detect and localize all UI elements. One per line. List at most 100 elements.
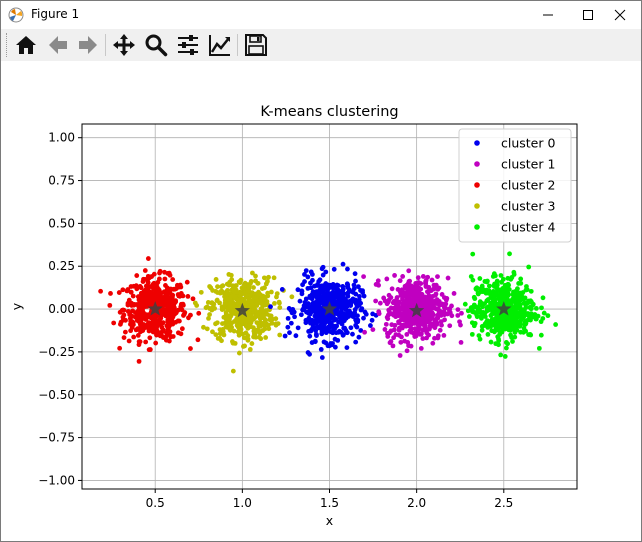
title-bar[interactable]: Figure 1 — [1, 1, 641, 29]
series-cluster-3 — [192, 270, 295, 374]
data-point — [241, 290, 247, 296]
data-point — [508, 314, 513, 320]
data-point — [361, 315, 366, 321]
save-button[interactable] — [243, 32, 269, 58]
data-point — [445, 275, 451, 281]
data-point — [270, 316, 275, 322]
data-point — [426, 293, 432, 298]
data-point — [420, 336, 426, 341]
data-point — [313, 303, 319, 309]
data-point — [310, 325, 316, 331]
data-point — [465, 308, 471, 314]
data-point — [423, 283, 429, 288]
data-point — [503, 340, 509, 345]
data-point — [410, 316, 416, 322]
scatter-plot[interactable]: 0.5 1.0 1.5 2.0 2.5 1.00 0.75 0.50 0.25 0.00 −0.25… — [1, 61, 641, 541]
data-point — [502, 354, 508, 359]
data-point — [325, 282, 331, 288]
data-point — [402, 285, 408, 291]
data-point — [348, 325, 354, 331]
y-tick-label: −0.50 — [38, 388, 75, 402]
axes-button[interactable] — [207, 32, 233, 58]
data-point — [230, 339, 235, 344]
data-point — [130, 293, 136, 299]
home-button[interactable] — [13, 32, 39, 58]
data-point — [260, 303, 266, 309]
data-point — [458, 340, 464, 345]
data-point — [413, 280, 419, 286]
legend-label: cluster 1 — [501, 157, 555, 172]
data-point — [507, 251, 512, 257]
x-tick-label: 1.5 — [320, 496, 339, 510]
maximize-button[interactable] — [565, 1, 611, 29]
data-point — [164, 285, 170, 291]
data-point — [421, 309, 427, 314]
data-point — [305, 274, 311, 280]
data-point — [116, 290, 122, 295]
data-point — [238, 326, 244, 332]
subplots-button[interactable] — [175, 32, 201, 58]
data-point — [521, 325, 527, 331]
figure-canvas[interactable]: 0.5 1.0 1.5 2.0 2.5 1.00 0.75 0.50 0.25 0.00 −0.25… — [1, 61, 641, 541]
forward-button[interactable] — [75, 32, 101, 58]
data-point — [447, 310, 453, 315]
data-point — [477, 302, 483, 307]
close-button[interactable] — [597, 1, 642, 29]
centroid-star — [321, 301, 338, 316]
data-point — [418, 319, 424, 324]
data-point — [500, 276, 506, 282]
data-point — [265, 290, 271, 296]
data-point — [384, 276, 390, 282]
back-button[interactable] — [45, 32, 71, 58]
data-point — [512, 310, 518, 315]
data-point — [209, 300, 215, 306]
data-point — [314, 333, 319, 338]
data-point — [128, 289, 134, 295]
data-point — [236, 279, 242, 285]
data-point — [121, 312, 127, 318]
data-point — [474, 285, 480, 291]
data-point — [168, 334, 174, 340]
minimize-button[interactable] — [525, 1, 571, 29]
series-cluster-1 — [361, 268, 464, 358]
maximize-icon — [583, 10, 593, 20]
zoom-button[interactable] — [143, 32, 169, 58]
data-point — [332, 344, 338, 350]
data-point — [340, 286, 346, 292]
data-point — [511, 272, 517, 277]
pan-button[interactable] — [111, 32, 137, 58]
data-point — [393, 332, 399, 338]
data-point — [261, 296, 267, 302]
data-point — [535, 313, 541, 319]
data-point — [335, 283, 341, 289]
data-point — [358, 328, 364, 333]
data-point — [437, 327, 443, 333]
legend-marker — [474, 182, 480, 188]
toolbar-grip[interactable] — [6, 33, 10, 57]
data-point — [138, 290, 144, 296]
data-point — [131, 301, 137, 307]
data-point — [428, 309, 433, 315]
data-point — [138, 298, 144, 303]
data-point — [142, 268, 148, 273]
data-point — [513, 325, 518, 331]
data-point — [166, 338, 172, 344]
data-point — [204, 326, 210, 332]
data-point — [430, 286, 436, 292]
data-point — [143, 312, 149, 318]
data-point — [505, 275, 511, 281]
data-point — [295, 287, 301, 293]
data-point — [147, 335, 153, 341]
data-point — [350, 331, 355, 337]
data-point — [519, 293, 524, 298]
data-point — [229, 277, 235, 283]
data-point — [343, 312, 348, 318]
data-point — [376, 282, 381, 288]
data-point — [234, 296, 240, 302]
data-point — [523, 318, 529, 324]
data-point — [297, 298, 303, 304]
data-point — [180, 302, 186, 308]
data-point — [220, 283, 226, 289]
data-point — [416, 289, 422, 294]
data-point — [524, 284, 529, 289]
